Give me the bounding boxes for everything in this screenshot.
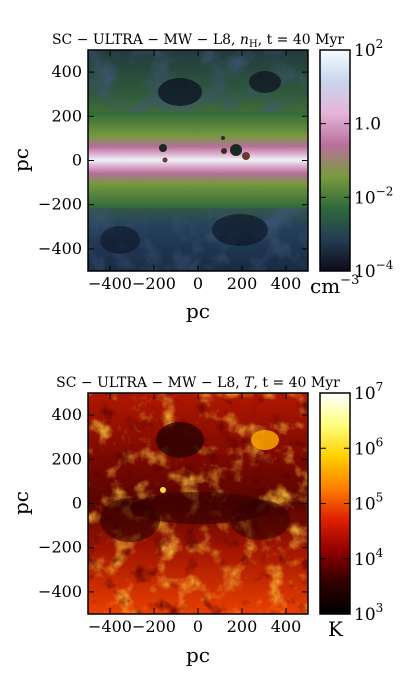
x-tick-label: 0 <box>193 617 203 636</box>
x-tick-label: 200 <box>227 617 258 636</box>
temperature-colorbar-labels: 107 106 105 104 103 <box>320 380 384 625</box>
y-tick-label: 0 <box>72 151 82 170</box>
density-ylabel: pc <box>9 148 33 172</box>
colorbar-tick-label: 105 <box>354 491 383 515</box>
y-tick-label: 400 <box>51 62 82 81</box>
colorbar-tick-label: 104 <box>354 546 384 570</box>
temperature-xlabel: pc <box>186 643 210 667</box>
x-tick-label: 400 <box>271 617 302 636</box>
y-tick-label: −400 <box>38 582 82 601</box>
y-tick-label: 200 <box>51 106 82 125</box>
x-tick-label: −200 <box>132 617 176 636</box>
colorbar-tick-label: 107 <box>354 380 383 404</box>
density-colorbar <box>319 49 351 272</box>
temperature-colorbar-unit: K <box>328 617 344 641</box>
colorbar-tick-label: 106 <box>354 435 383 459</box>
y-tick-label: 0 <box>72 494 82 513</box>
y-tick-label: 200 <box>51 449 82 468</box>
density-title: SC − ULTRA − MW − L8, nH, t = 40 Myr <box>52 32 344 50</box>
temperature-title: SC − ULTRA − MW − L8, T, t = 40 Myr <box>56 375 340 391</box>
density-colorbar-labels: 102 1.0 10−2 10−4 <box>320 37 394 282</box>
x-tick-label: 0 <box>193 274 203 293</box>
y-tick-label: 400 <box>51 405 82 424</box>
x-tick-label: 200 <box>227 274 258 293</box>
y-tick-label: −200 <box>38 538 82 557</box>
density-colorbar-unit: cm−3 <box>310 273 359 298</box>
colorbar-tick-label: 1.0 <box>354 115 381 135</box>
x-tick-label: −400 <box>88 274 132 293</box>
y-tick-label: −200 <box>38 195 82 214</box>
temperature-ylabel: pc <box>9 491 33 515</box>
colorbar-tick-label: 10−2 <box>354 184 393 208</box>
density-xlabel: pc <box>186 299 210 323</box>
colorbar-tick-label: 103 <box>354 601 383 625</box>
colorbar-tick-label: 102 <box>354 37 383 61</box>
temperature-map <box>88 393 308 614</box>
colorbar-tick-label: 10−4 <box>354 258 394 282</box>
x-tick-label: −400 <box>88 617 132 636</box>
density-map <box>88 50 308 271</box>
x-tick-label: 400 <box>271 274 302 293</box>
x-tick-label: −200 <box>132 274 176 293</box>
y-tick-label: −400 <box>38 239 82 258</box>
